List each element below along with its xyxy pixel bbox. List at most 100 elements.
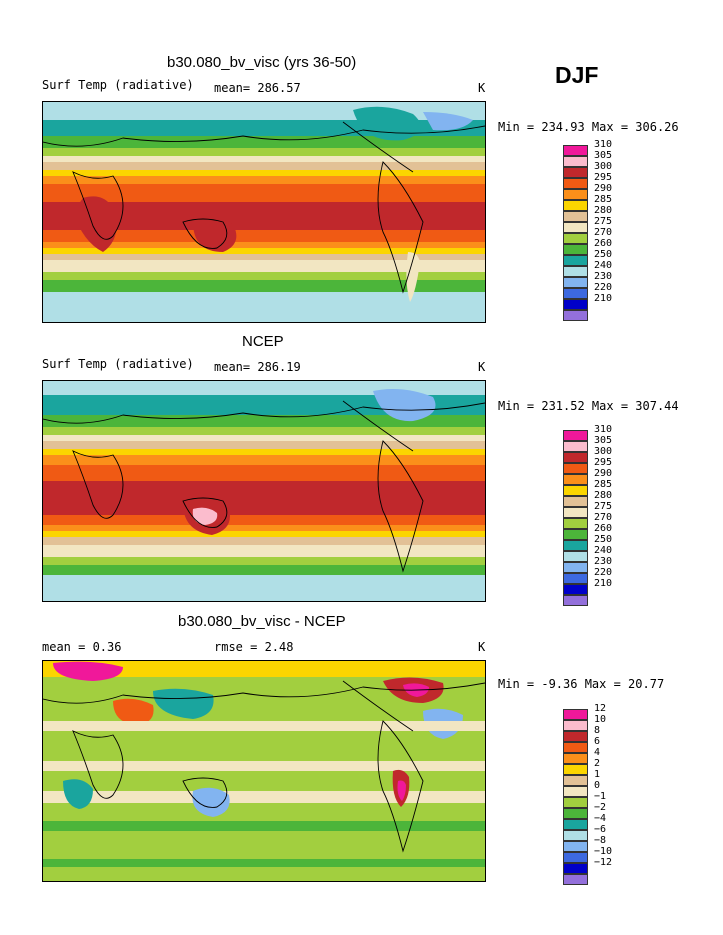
colorbar-tick: −8 — [594, 835, 607, 846]
colorbar-tick: 285 — [594, 479, 613, 490]
colorbar-swatch-row: 300 — [563, 446, 627, 463]
colorbar-swatch-row: 305 — [563, 435, 627, 452]
colorbar-tick: 290 — [594, 468, 613, 479]
colorbar-tick: 12 — [594, 703, 607, 714]
colorbar-swatch-row: 280 — [563, 205, 627, 222]
colorbar-swatch-row: −1 — [563, 791, 627, 808]
colorbar-swatch-row: 285 — [563, 194, 627, 211]
colorbar-swatch-row: 250 — [563, 534, 627, 551]
colorbar-swatch-row: 295 — [563, 172, 627, 189]
colorbar-tick: 250 — [594, 534, 613, 545]
colorbar-tick: 220 — [594, 282, 613, 293]
colorbar-swatch-row: −12 — [563, 857, 627, 874]
colorbar-tick: 305 — [594, 150, 613, 161]
colorbar-tick: 280 — [594, 490, 613, 501]
colorbar-tick: 210 — [594, 578, 613, 589]
colorbar-tick: 4 — [594, 747, 601, 758]
colorbar-tick: 240 — [594, 260, 613, 271]
colorbar-swatch-row: 290 — [563, 183, 627, 200]
colorbar-swatch-row: 275 — [563, 216, 627, 233]
colorbar-tick: 310 — [594, 139, 613, 150]
colorbar-swatch-row: 300 — [563, 161, 627, 178]
colorbar-tick: −1 — [594, 791, 607, 802]
colorbar-swatch-row: 8 — [563, 725, 627, 742]
colorbar-swatch-row: −4 — [563, 813, 627, 830]
colorbar-tick: 275 — [594, 216, 613, 227]
colorbar-swatch-row: 240 — [563, 260, 627, 277]
colorbar-swatch-row: 280 — [563, 490, 627, 507]
colorbar-swatch-row: 220 — [563, 282, 627, 299]
colorbar-swatch-row: −2 — [563, 802, 627, 819]
season-label: DJF — [555, 62, 599, 88]
panel-title: b30.080_bv_visc - NCEP — [178, 613, 346, 630]
units-label: K — [478, 360, 486, 374]
colorbar-tick: 210 — [594, 293, 613, 304]
colorbar-swatch-row: −6 — [563, 824, 627, 841]
colorbar-swatch-row: 270 — [563, 227, 627, 244]
colorbar-tick: 260 — [594, 238, 613, 249]
map-ncep — [42, 380, 486, 602]
colorbar-swatch-row — [563, 595, 627, 606]
colorbar-swatch-row: 310 — [563, 139, 627, 156]
colorbar-tick: 300 — [594, 446, 613, 457]
colorbar-swatch-row: 220 — [563, 567, 627, 584]
colorbar-tick: 240 — [594, 545, 613, 556]
colorbar-swatch-row: 240 — [563, 545, 627, 562]
variable-label: Surf Temp (radiative) — [42, 78, 194, 92]
colorbar-swatch-row: 260 — [563, 523, 627, 540]
colorbar-swatch-row: 260 — [563, 238, 627, 255]
colorbar-tick: −4 — [594, 813, 607, 824]
colorbar-tick: −2 — [594, 802, 607, 813]
colorbar-tick: 220 — [594, 567, 613, 578]
colorbar-tick: 285 — [594, 194, 613, 205]
colorbar-tick: 295 — [594, 172, 613, 183]
colorbar-tick: −6 — [594, 824, 607, 835]
mean-label: mean= 286.57 — [214, 81, 301, 95]
colorbar-tick: 300 — [594, 161, 613, 172]
minmax-label: Min = 231.52 Max = 307.44 — [498, 399, 679, 413]
colorbar-tick: 295 — [594, 457, 613, 468]
colorbar-tick: 8 — [594, 725, 601, 736]
colorbar-tick: 305 — [594, 435, 613, 446]
colorbar-swatch-row: 310 — [563, 424, 627, 441]
colorbar-ncep: 310 305 300 295 290 285 280 275 270 260 … — [563, 424, 627, 606]
units-label: K — [478, 81, 486, 95]
colorbar-tick: 230 — [594, 271, 613, 282]
colorbar-swatch-row: 210 — [563, 578, 627, 595]
map-diff — [42, 660, 486, 882]
colorbar-swatch-row — [563, 310, 627, 321]
mean-label: mean= 286.19 — [214, 360, 301, 374]
colorbar-swatch-row — [563, 874, 627, 885]
colorbar-swatch-row: 230 — [563, 271, 627, 288]
units-label: K — [478, 640, 486, 654]
colorbar-swatch-row: 6 — [563, 736, 627, 753]
colorbar-tick: 6 — [594, 736, 601, 747]
minmax-label: Min = -9.36 Max = 20.77 — [498, 677, 665, 691]
colorbar-tick: 10 — [594, 714, 607, 725]
colorbar-tick: 230 — [594, 556, 613, 567]
colorbar-swatch-row: −10 — [563, 846, 627, 863]
colorbar-tick: 250 — [594, 249, 613, 260]
colorbar-swatch-row: 295 — [563, 457, 627, 474]
rmse-label: rmse = 2.48 — [214, 640, 294, 654]
map-model — [42, 101, 486, 323]
colorbar-swatch-row: 1 — [563, 769, 627, 786]
colorbar-tick: 270 — [594, 227, 613, 238]
colorbar-swatch-row: 305 — [563, 150, 627, 167]
colorbar-diff: 12 10 8 6 4 2 1 0 −1 −2 −4 −6 −8 −10 −12 — [563, 703, 627, 885]
colorbar-swatch-row: 285 — [563, 479, 627, 496]
colorbar-swatch-row: 4 — [563, 747, 627, 764]
colorbar-swatch-row: 270 — [563, 512, 627, 529]
colorbar-tick: 0 — [594, 780, 601, 791]
colorbar-swatch-row: 12 — [563, 703, 627, 720]
colorbar-tick: 275 — [594, 501, 613, 512]
colorbar-tick: 280 — [594, 205, 613, 216]
colorbar-tick: 2 — [594, 758, 601, 769]
colorbar-tick: 290 — [594, 183, 613, 194]
panel-title: NCEP — [242, 333, 284, 350]
colorbar-swatch-row: 230 — [563, 556, 627, 573]
colorbar-swatch-row: 0 — [563, 780, 627, 797]
colorbar-swatch-row: 275 — [563, 501, 627, 518]
variable-label: Surf Temp (radiative) — [42, 357, 194, 371]
colorbar-swatch-row: 210 — [563, 293, 627, 310]
